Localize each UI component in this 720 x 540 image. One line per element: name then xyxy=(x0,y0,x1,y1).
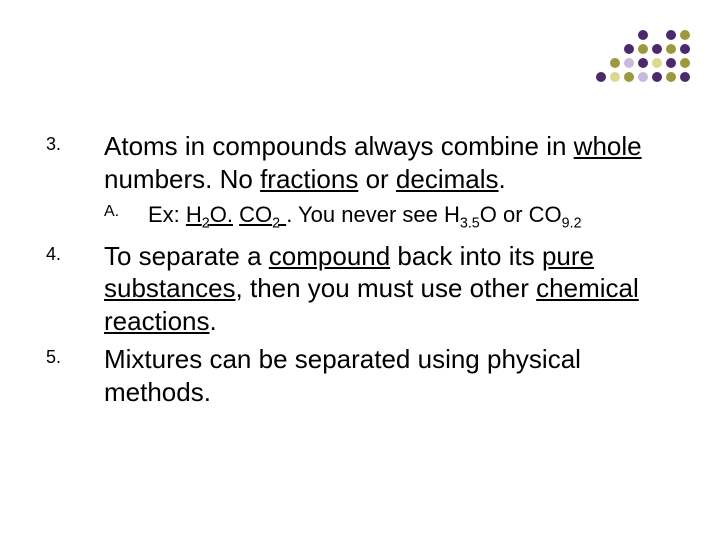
dot xyxy=(652,58,662,68)
dot xyxy=(596,72,606,82)
decorative-dot-grid xyxy=(596,30,692,84)
item-number: 4. xyxy=(46,240,104,338)
dot xyxy=(624,72,634,82)
dot xyxy=(638,30,648,40)
dot xyxy=(624,58,634,68)
item-number: 3. xyxy=(46,130,104,195)
dot xyxy=(680,72,690,82)
subitem-text: Ex: H2O. CO2 . You never see H3.5O or CO… xyxy=(148,201,582,230)
dot xyxy=(624,44,634,54)
dot xyxy=(680,58,690,68)
dot xyxy=(638,44,648,54)
dot xyxy=(680,44,690,54)
dot xyxy=(652,72,662,82)
dot xyxy=(610,58,620,68)
dot xyxy=(652,44,662,54)
list-item-5: 5. Mixtures can be separated using physi… xyxy=(46,343,680,408)
list-subitem-a: A. Ex: H2O. CO2 . You never see H3.5O or… xyxy=(104,201,680,230)
dot xyxy=(666,44,676,54)
slide-content: 3. Atoms in compounds always combine in … xyxy=(46,130,680,414)
dot xyxy=(680,30,690,40)
list-item-3: 3. Atoms in compounds always combine in … xyxy=(46,130,680,195)
item-text: To separate a compound back into its pur… xyxy=(104,240,680,338)
dot xyxy=(610,72,620,82)
item-number: 5. xyxy=(46,343,104,408)
dot xyxy=(666,58,676,68)
dot xyxy=(638,72,648,82)
item-text: Atoms in compounds always combine in who… xyxy=(104,130,680,195)
subitem-letter: A. xyxy=(104,201,148,230)
item-text: Mixtures can be separated using physical… xyxy=(104,343,680,408)
dot xyxy=(638,58,648,68)
dot xyxy=(666,30,676,40)
dot xyxy=(666,72,676,82)
list-item-4: 4. To separate a compound back into its … xyxy=(46,240,680,338)
